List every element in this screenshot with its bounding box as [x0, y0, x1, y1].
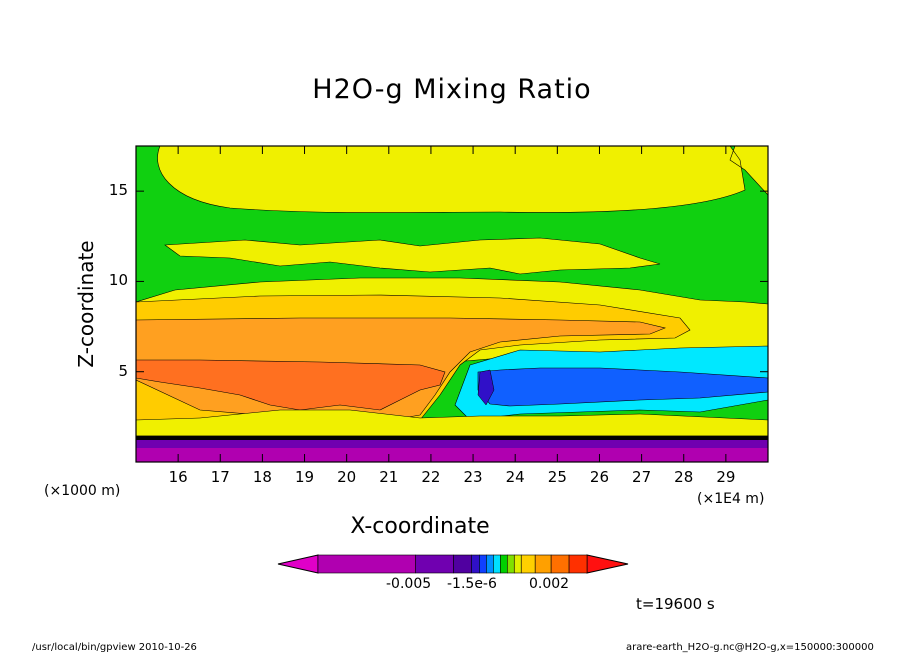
field-surface-line — [136, 436, 768, 440]
field-low-yellow — [136, 409, 768, 437]
colorbar-swatch — [550, 554, 570, 574]
colorbar-swatch — [453, 554, 472, 574]
y-axis-label: Z-coordinate — [74, 240, 98, 368]
x-tick-label: 19 — [294, 468, 315, 486]
x-tick-label: 23 — [463, 468, 483, 486]
colorbar-swatch — [479, 554, 487, 574]
y-axis-unit: (×1000 m) — [44, 483, 121, 499]
x-tick-label: 18 — [252, 468, 272, 486]
colorbar-swatch — [506, 554, 515, 574]
field-yellow-band — [164, 237, 661, 275]
y-tick-label: 10 — [108, 271, 128, 290]
y-tick-label: 5 — [118, 361, 128, 380]
x-tick-label: 17 — [210, 468, 230, 486]
y-tick-label: 15 — [108, 181, 128, 200]
chart-title: H2O-g Mixing Ratio — [312, 74, 592, 105]
colorbar-min-arrow — [277, 554, 319, 574]
x-tick-label: 16 — [168, 468, 188, 486]
x-tick-label: 21 — [379, 468, 399, 486]
colorbar-max-arrow — [586, 554, 629, 574]
x-tick-label: 26 — [589, 468, 609, 486]
field-red-orange — [136, 359, 446, 411]
x-axis-unit: (×1E4 m) — [697, 491, 765, 507]
field-blue — [477, 367, 768, 407]
x-tick-label: 20 — [337, 468, 357, 486]
x-axis-label: X-coordinate — [350, 514, 490, 539]
colorbar-swatch — [500, 554, 508, 574]
x-tick-label: 22 — [421, 468, 441, 486]
field-surface-magenta — [136, 448, 768, 462]
x-axis-ticks — [177, 146, 727, 462]
colorbar-swatch — [568, 554, 588, 574]
x-tick-label: 25 — [547, 468, 567, 486]
x-tick-label: 24 — [505, 468, 525, 486]
colorbar-label: -0.005 — [386, 576, 432, 592]
colorbar-swatch — [317, 554, 416, 574]
field-darkblue — [477, 369, 495, 406]
contour-field — [136, 146, 768, 462]
footer-right: arare-earth_H2O-g.nc@H2O-g,x=150000:3000… — [626, 642, 874, 653]
plot-frame — [135, 145, 769, 463]
colorbar — [277, 554, 629, 574]
x-tick-label: 27 — [632, 468, 652, 486]
field-yellow-top — [157, 146, 768, 213]
colorbar-swatch — [534, 554, 552, 574]
colorbar-swatch — [471, 554, 480, 574]
time-label: t=19600 s — [636, 595, 715, 613]
colorbar-swatch — [520, 554, 536, 574]
colorbar-swatch — [493, 554, 501, 574]
colorbar-label: -1.5e-6 — [447, 576, 497, 592]
colorbar-swatch — [513, 554, 522, 574]
colorbar-swatch — [486, 554, 494, 574]
x-tick-label: 28 — [674, 468, 694, 486]
colorbar-label: 0.002 — [529, 576, 570, 592]
y-axis-ticks — [136, 190, 768, 373]
footer-left: /usr/local/bin/gpview 2010-10-26 — [32, 642, 197, 653]
colorbar-swatch — [415, 554, 454, 574]
x-tick-label: 29 — [716, 468, 736, 486]
